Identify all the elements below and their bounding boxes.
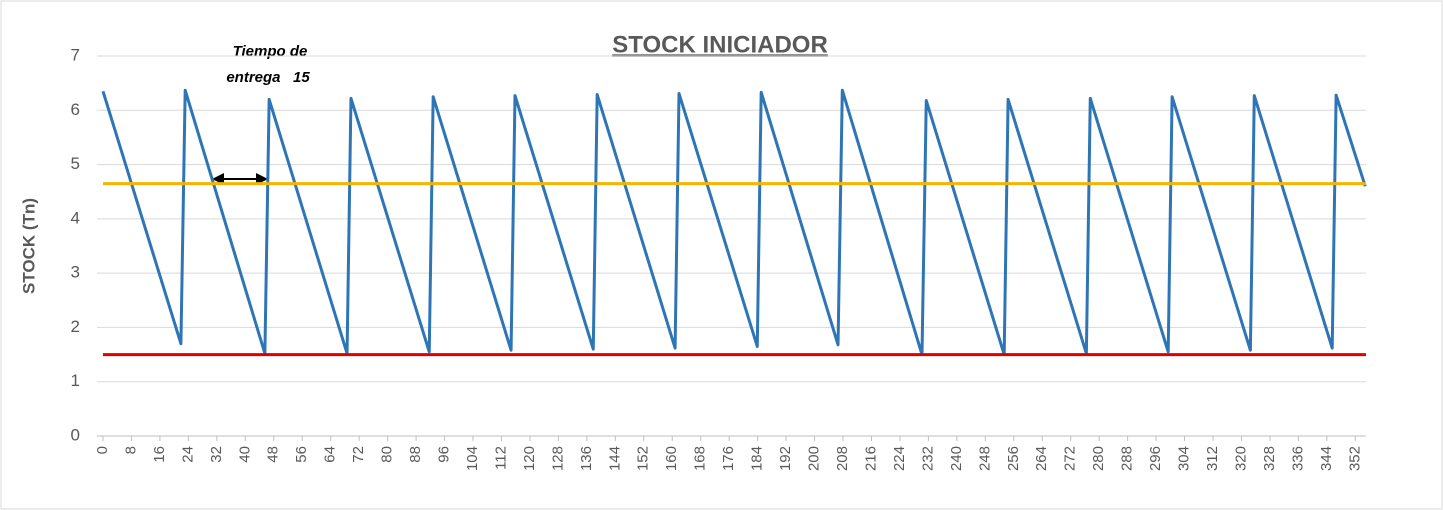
x-tick-label: 136 <box>578 446 595 471</box>
x-tick-label: 192 <box>777 446 794 471</box>
y-tick-label: 4 <box>71 208 80 227</box>
y-tick-label: 7 <box>71 45 80 64</box>
chart-title: STOCK INICIADOR <box>612 31 828 58</box>
x-tick-label: 56 <box>293 446 310 463</box>
y-tick-label: 3 <box>71 263 80 282</box>
x-tick-label: 64 <box>322 446 339 463</box>
y-axis-label: STOCK (Tn) <box>19 198 38 294</box>
x-tick-label: 304 <box>1176 446 1193 471</box>
x-tick-label: 80 <box>379 446 396 463</box>
x-tick-label: 248 <box>976 446 993 471</box>
x-tick-label: 8 <box>122 446 139 454</box>
x-tick-label: 88 <box>407 446 424 463</box>
x-tick-label: 112 <box>492 446 509 470</box>
x-tick-label: 312 <box>1204 446 1221 471</box>
x-tick-label: 16 <box>151 446 168 463</box>
x-tick-label: 264 <box>1033 446 1050 471</box>
x-tick-label: 320 <box>1232 446 1249 471</box>
x-tick-label: 344 <box>1318 446 1335 471</box>
y-tick-label: 0 <box>71 425 80 444</box>
x-tick-label: 72 <box>350 446 367 463</box>
x-tick-label: 96 <box>436 446 453 463</box>
y-tick-label: 5 <box>71 154 80 173</box>
x-tick-label: 168 <box>692 446 709 471</box>
x-tick-label: 128 <box>549 446 566 471</box>
x-tick-label: 160 <box>663 446 680 471</box>
x-tick-label: 328 <box>1261 446 1278 471</box>
annotation: Tiempo de <box>233 43 308 60</box>
x-tick-label: 256 <box>1005 446 1022 471</box>
x-tick-label: 240 <box>948 446 965 471</box>
x-tick-label: 352 <box>1346 446 1363 471</box>
x-tick-label: 296 <box>1147 446 1164 471</box>
x-tick-label: 152 <box>635 446 652 471</box>
x-tick-label: 40 <box>236 446 253 463</box>
x-tick-label: 32 <box>208 446 225 463</box>
x-tick-label: 48 <box>265 446 282 463</box>
x-tick-label: 200 <box>806 446 823 471</box>
x-tick-label: 336 <box>1289 446 1306 471</box>
annotation: entrega 15 <box>226 69 310 86</box>
x-tick-label: 224 <box>891 446 908 471</box>
x-tick-label: 120 <box>521 446 538 471</box>
y-tick-label: 1 <box>71 371 80 390</box>
x-tick-label: 288 <box>1119 446 1136 471</box>
x-tick-label: 24 <box>179 446 196 463</box>
x-tick-label: 280 <box>1090 446 1107 471</box>
x-tick-label: 208 <box>834 446 851 471</box>
x-tick-label: 216 <box>862 446 879 471</box>
y-tick-label: 6 <box>71 100 80 119</box>
x-tick-label: 104 <box>464 446 481 471</box>
x-tick-label: 232 <box>919 446 936 471</box>
arrow <box>212 173 268 185</box>
y-tick-label: 2 <box>71 317 80 336</box>
x-tick-label: 176 <box>720 446 737 471</box>
x-tick-label: 144 <box>606 446 623 471</box>
x-tick-label: 184 <box>749 446 766 471</box>
x-tick-label: 272 <box>1062 446 1079 471</box>
series-line <box>101 88 1367 357</box>
x-tick-label: 0 <box>94 446 111 454</box>
